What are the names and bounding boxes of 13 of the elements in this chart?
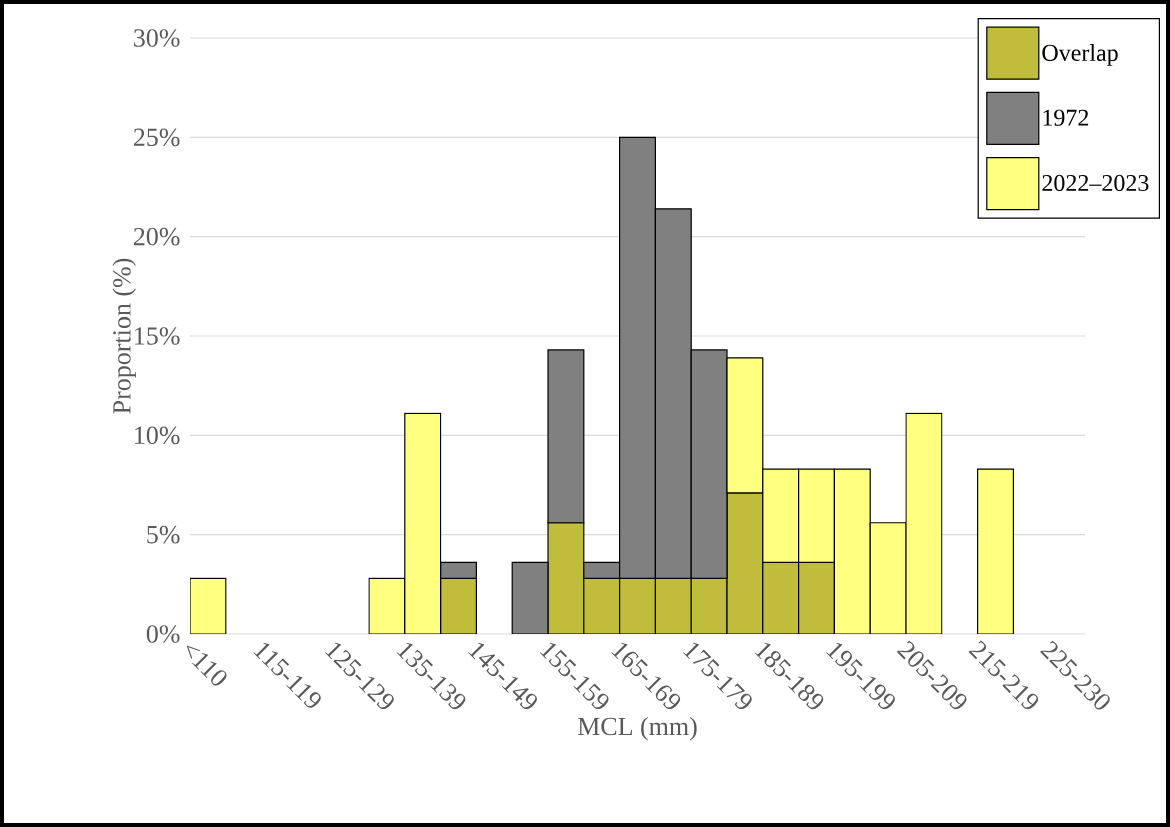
y-tick-label: 10%	[135, 426, 180, 445]
y-tick-label: 5%	[147, 525, 180, 544]
x-tick-label: <110	[186, 645, 227, 686]
y-axis-title: Proportion (%)	[112, 258, 136, 414]
y-tick-label: 30%	[134, 29, 180, 47]
legend-label: 1972	[1043, 109, 1089, 126]
y-tick-label: 0%	[146, 625, 180, 643]
y-tick-label: 20%	[133, 227, 180, 246]
y-tick-label: 15%	[135, 327, 180, 345]
x-axis-title: MCL (mm)	[577, 716, 697, 741]
legend-label: Overlap	[1042, 44, 1118, 66]
y-tick-label: 25%	[133, 128, 180, 147]
legend-label: 2022–2023	[1042, 174, 1149, 192]
